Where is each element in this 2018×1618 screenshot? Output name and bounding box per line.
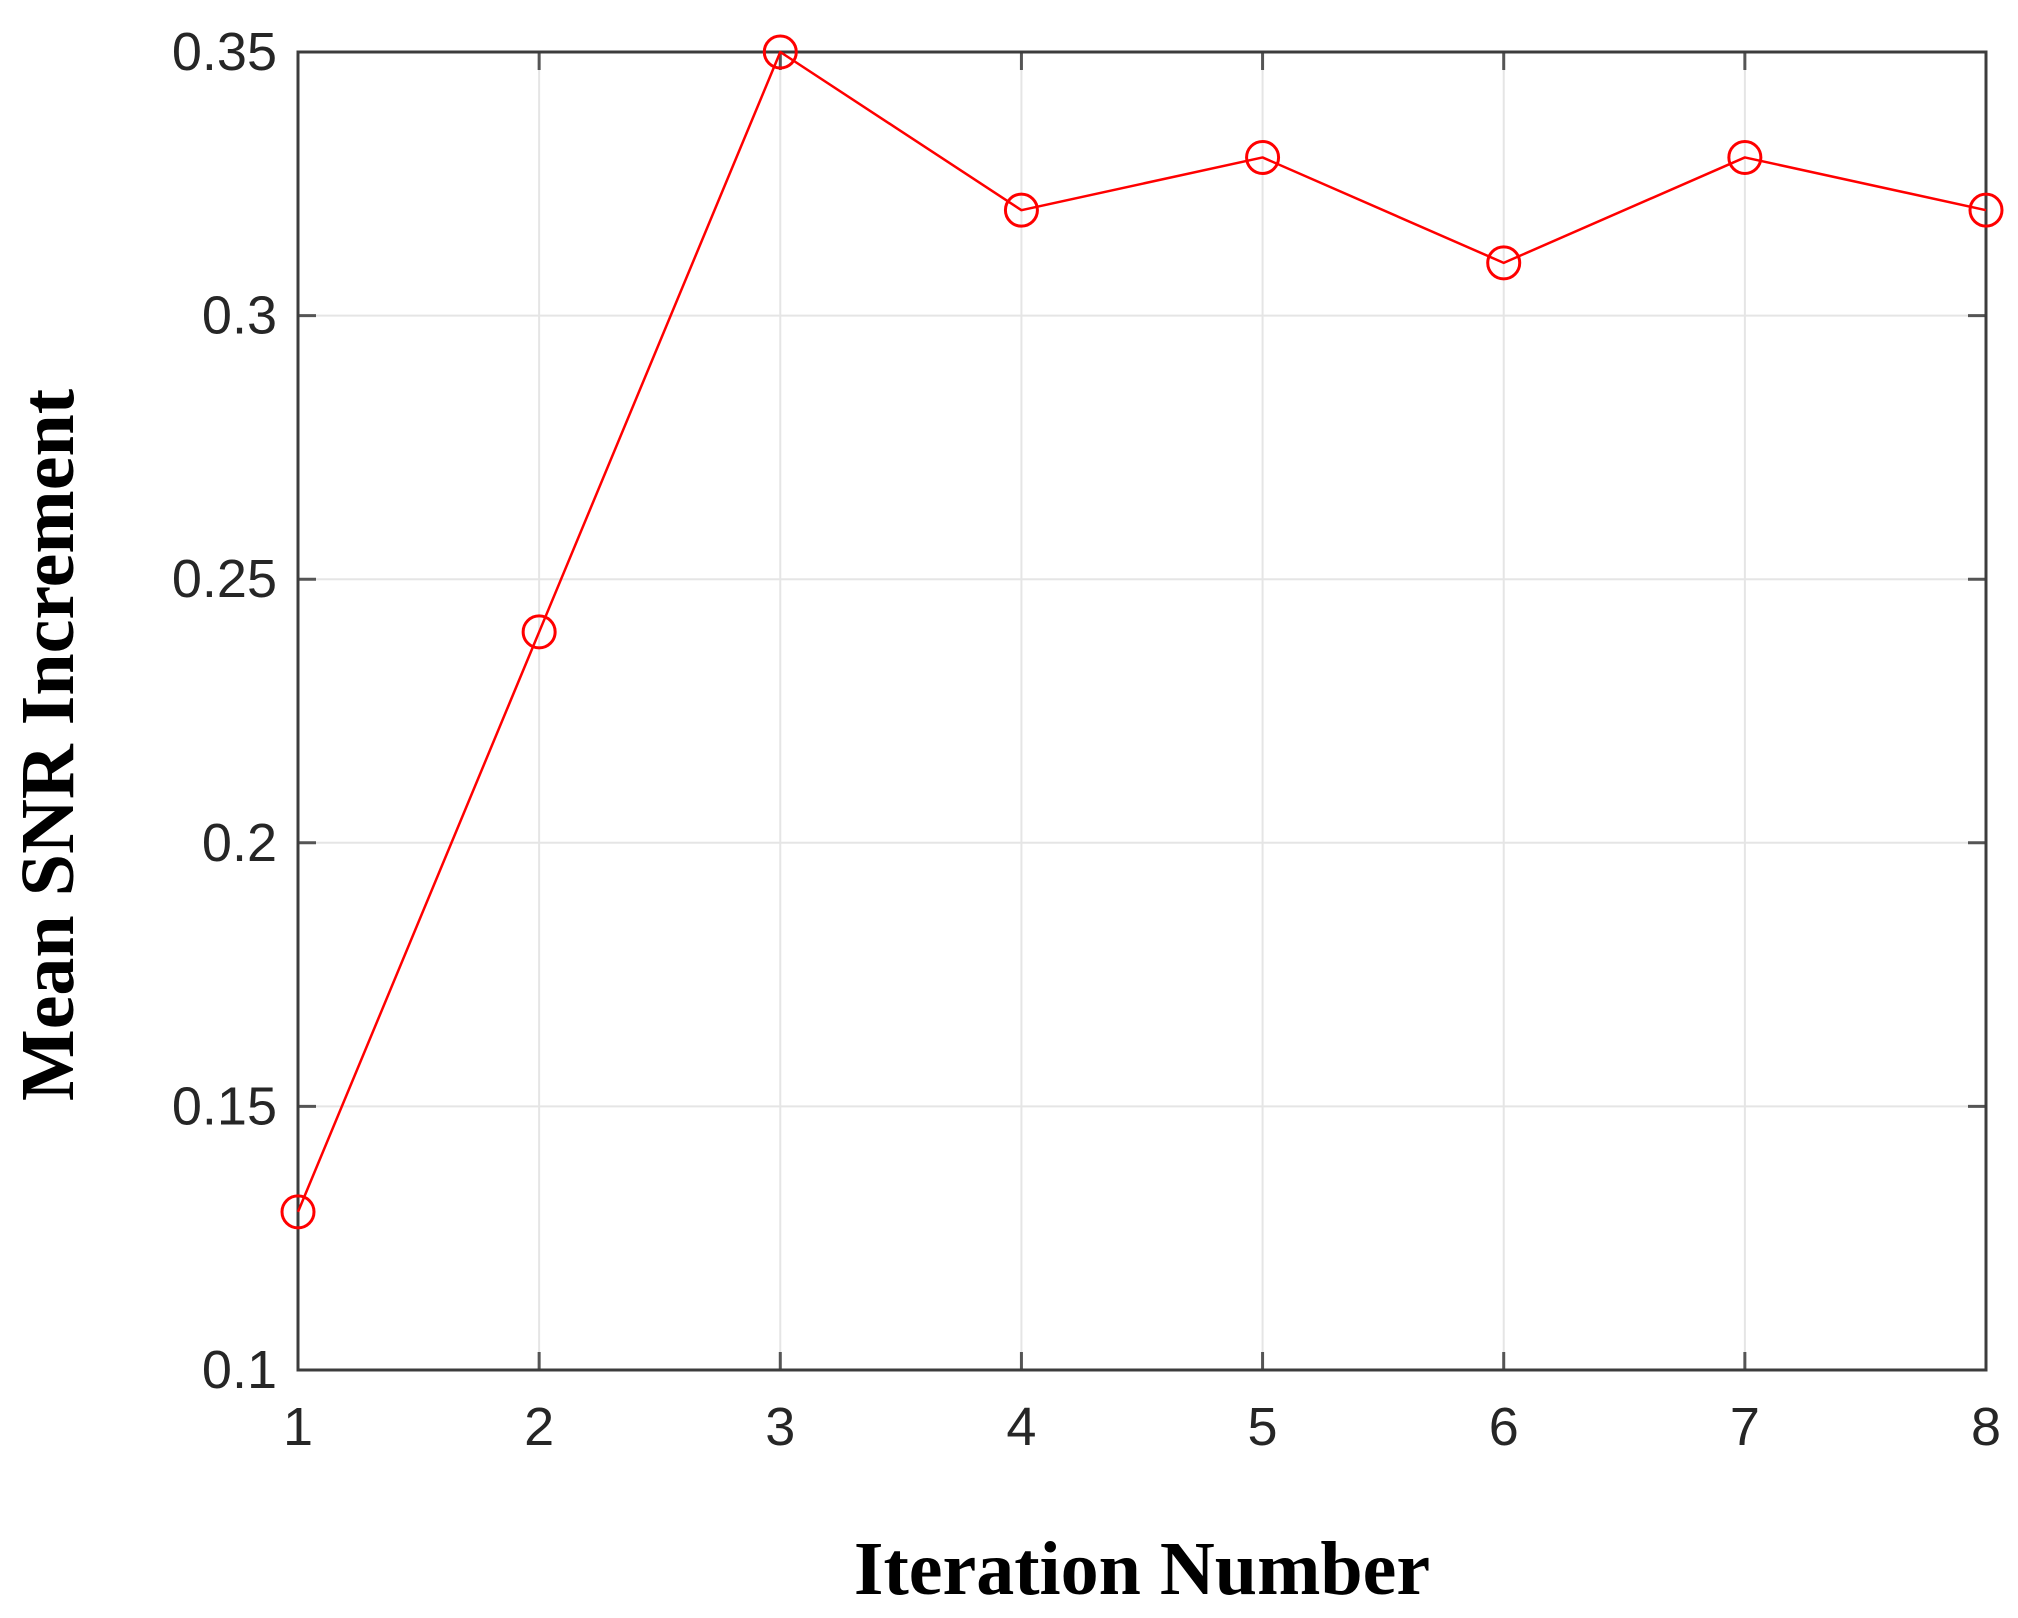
- series-polyline: [296, 50, 1987, 1213]
- y-tick-label: 0.3: [202, 286, 277, 346]
- y-tick-label: 0.35: [172, 22, 277, 82]
- x-tick-labels: 1 2 3 4 5 6 7 8: [283, 1397, 2001, 1457]
- data-point-marker: [280, 1194, 316, 1230]
- x-tick-label: 6: [1489, 1397, 1519, 1457]
- data-point-marker: [1245, 139, 1281, 175]
- data-point-marker: [521, 614, 557, 650]
- x-tick-label: 3: [765, 1397, 795, 1457]
- plot-border: [296, 50, 1988, 1372]
- y-tick-label: 0.25: [172, 549, 277, 609]
- data-point-marker: [1486, 245, 1522, 281]
- y-tick-labels: 0.1 0.15 0.2 0.25 0.3 0.35: [172, 22, 277, 1400]
- x-tick-label: 8: [1971, 1397, 2001, 1457]
- x-axis-title: Iteration Number: [854, 1527, 1430, 1611]
- x-tick-label: 1: [283, 1397, 313, 1457]
- x-tick-label: 2: [524, 1397, 554, 1457]
- gridlines: [297, 51, 1987, 1371]
- data-point-marker: [762, 34, 798, 70]
- data-point-marker: [1968, 192, 2004, 228]
- data-point-marker: [1003, 192, 1039, 228]
- x-tick-label: 7: [1730, 1397, 1760, 1457]
- y-tick-label: 0.15: [172, 1076, 277, 1136]
- x-tick-label: 5: [1248, 1397, 1278, 1457]
- x-tick-label: 4: [1006, 1397, 1036, 1457]
- y-axis-title: Mean SNR Increment: [6, 389, 90, 1101]
- data-point-marker: [1727, 139, 1763, 175]
- y-tick-label: 0.1: [202, 1340, 277, 1400]
- y-tick-label: 0.2: [202, 813, 277, 873]
- series-line-red: [280, 34, 2004, 1230]
- tick-marks: [296, 50, 1988, 1372]
